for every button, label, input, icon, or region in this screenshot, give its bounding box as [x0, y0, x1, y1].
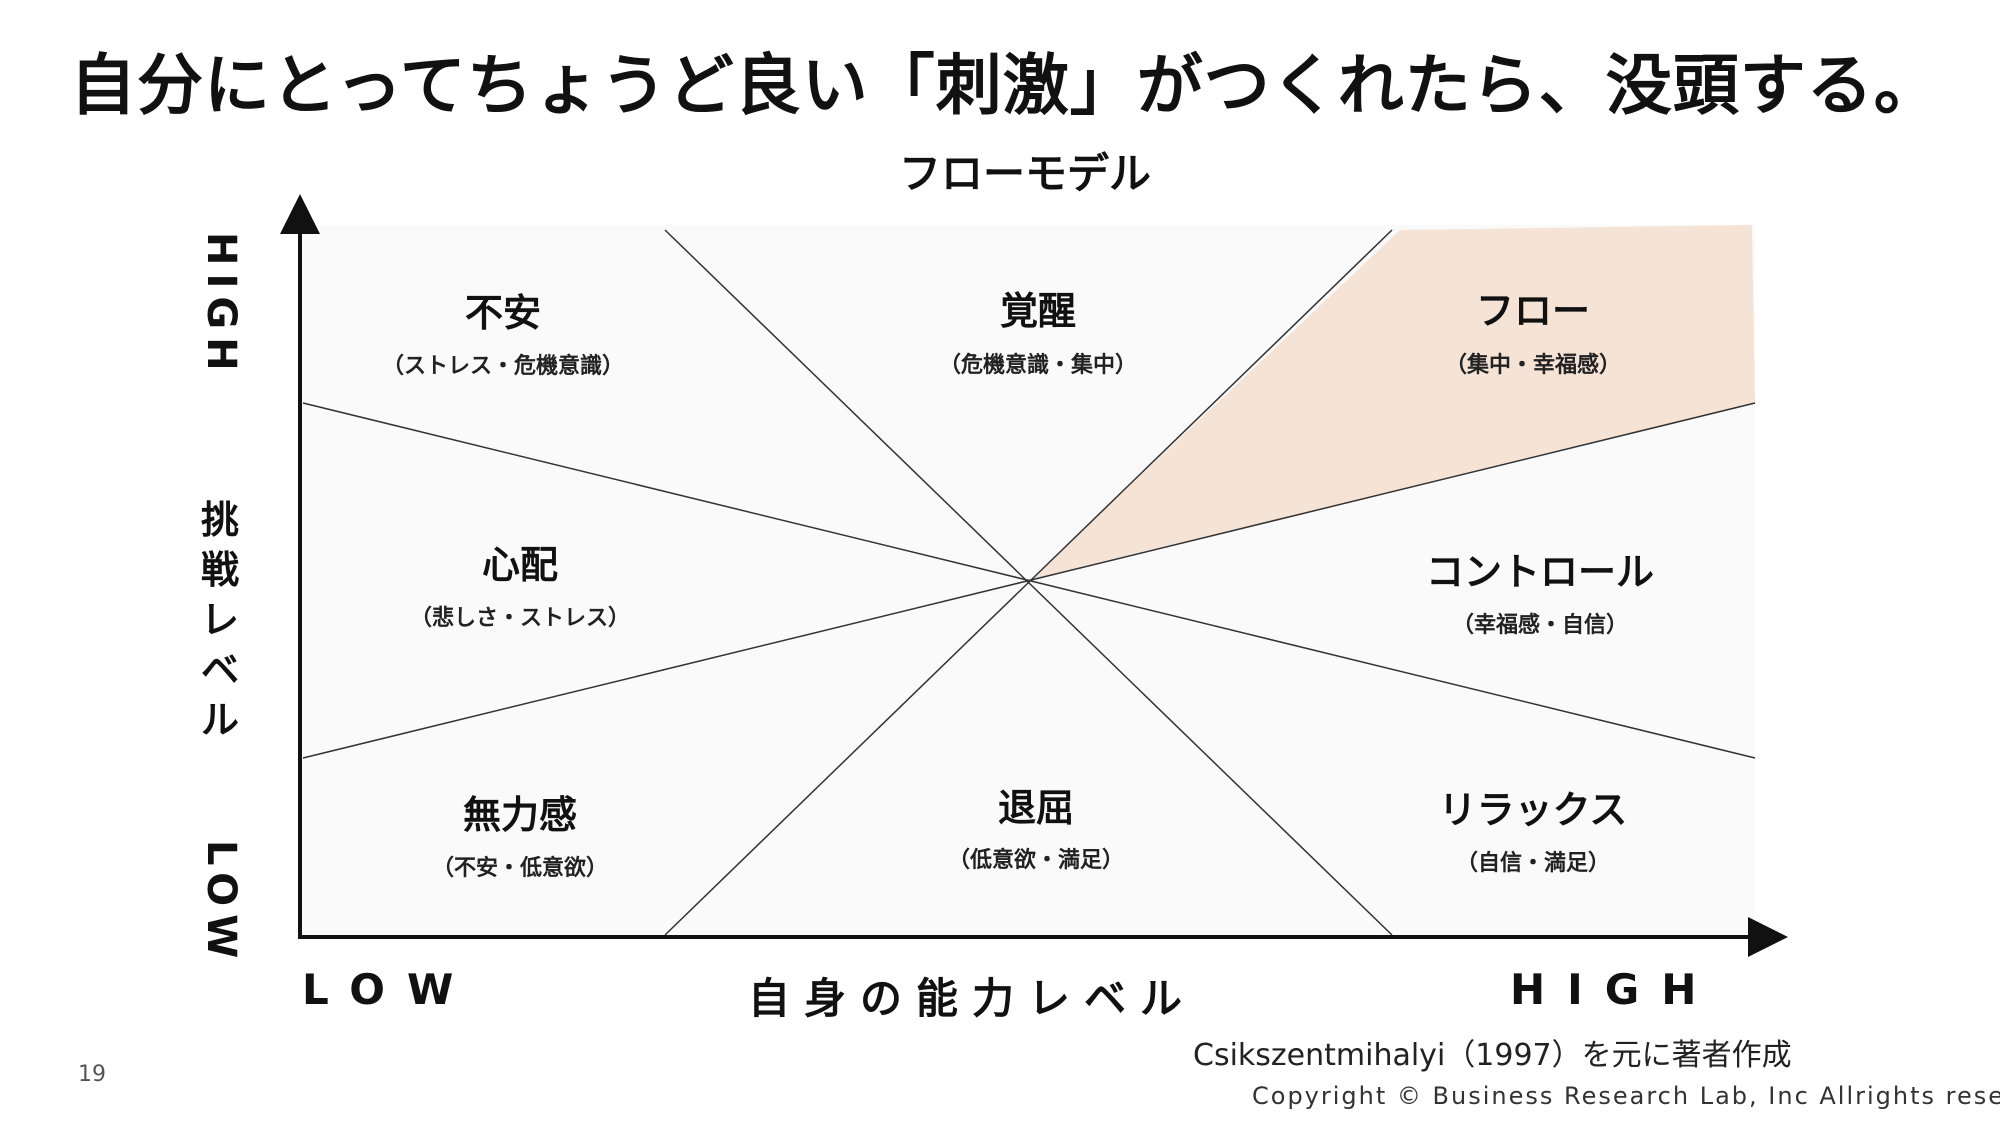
region-flow-name: フロー [1476, 289, 1590, 333]
y-axis-label-char: ル [200, 698, 239, 742]
divider-line [302, 402, 1756, 759]
x-axis-low-label: LOW [302, 965, 476, 1014]
region-worry: 心配 （悲しさ・ストレス） [410, 543, 630, 631]
source-citation: Csikszentmihalyi（1997）を元に著者作成 [1193, 1038, 1792, 1073]
flow-region-highlight [1030, 225, 1755, 580]
region-boredom: 退屈 （低意欲・満足） [948, 786, 1124, 873]
divider-lines [302, 229, 1756, 936]
region-apathy: 無力感 （不安・低意欲） [432, 793, 608, 881]
y-axis-label-char: レ [200, 598, 239, 642]
region-relaxation-name: リラックス [1439, 788, 1628, 832]
region-anxiety-name: 不安 [465, 291, 541, 335]
region-flow-desc: （集中・幸福感） [1445, 352, 1621, 378]
region-worry-desc: （悲しさ・ストレス） [410, 605, 630, 631]
region-worry-name: 心配 [482, 543, 558, 587]
region-control-desc: （幸福感・自信） [1452, 612, 1628, 638]
divider-line [664, 229, 1393, 936]
slide-title: 自分にとってちょうど良い「刺激」がつくれたら、没頭する。 [70, 47, 1941, 124]
region-relaxation: リラックス （自信・満足） [1439, 788, 1628, 876]
y-axis-label-char: ベ [200, 648, 239, 692]
region-boredom-name: 退屈 [998, 786, 1074, 830]
region-control: コントロール （幸福感・自信） [1426, 550, 1654, 638]
region-arousal: 覚醒 （危機意識・集中） [939, 289, 1137, 378]
region-flow: フロー （集中・幸福感） [1445, 289, 1621, 378]
region-apathy-desc: （不安・低意欲） [432, 855, 608, 881]
region-control-name: コントロール [1426, 550, 1654, 594]
region-boredom-desc: （低意欲・満足） [948, 847, 1124, 873]
page-number: 19 [78, 1062, 106, 1087]
y-axis-high-label: HIGH [198, 232, 244, 379]
y-axis-label-char: 挑 [200, 498, 239, 542]
x-axis-high-label: HIGH [1510, 965, 1719, 1014]
region-anxiety: 不安 （ストレス・危機意識） [382, 291, 624, 379]
region-relaxation-desc: （自信・満足） [1456, 850, 1610, 876]
y-axis-label-char: 戦 [200, 548, 239, 592]
region-arousal-name: 覚醒 [1000, 289, 1076, 333]
diagram-title: フローモデル [898, 149, 1151, 198]
region-apathy-name: 無力感 [463, 793, 577, 837]
y-axis-low-label: LOW [198, 840, 244, 967]
copyright-notice: Copyright © Business Research Lab, Inc A… [1252, 1082, 2000, 1110]
region-anxiety-desc: （ストレス・危機意識） [382, 353, 624, 379]
region-arousal-desc: （危機意識・集中） [939, 352, 1137, 378]
y-axis-label: 挑 戦 レ ベ ル [196, 495, 244, 745]
x-axis-label: 自身の能力レベル [748, 974, 1197, 1023]
